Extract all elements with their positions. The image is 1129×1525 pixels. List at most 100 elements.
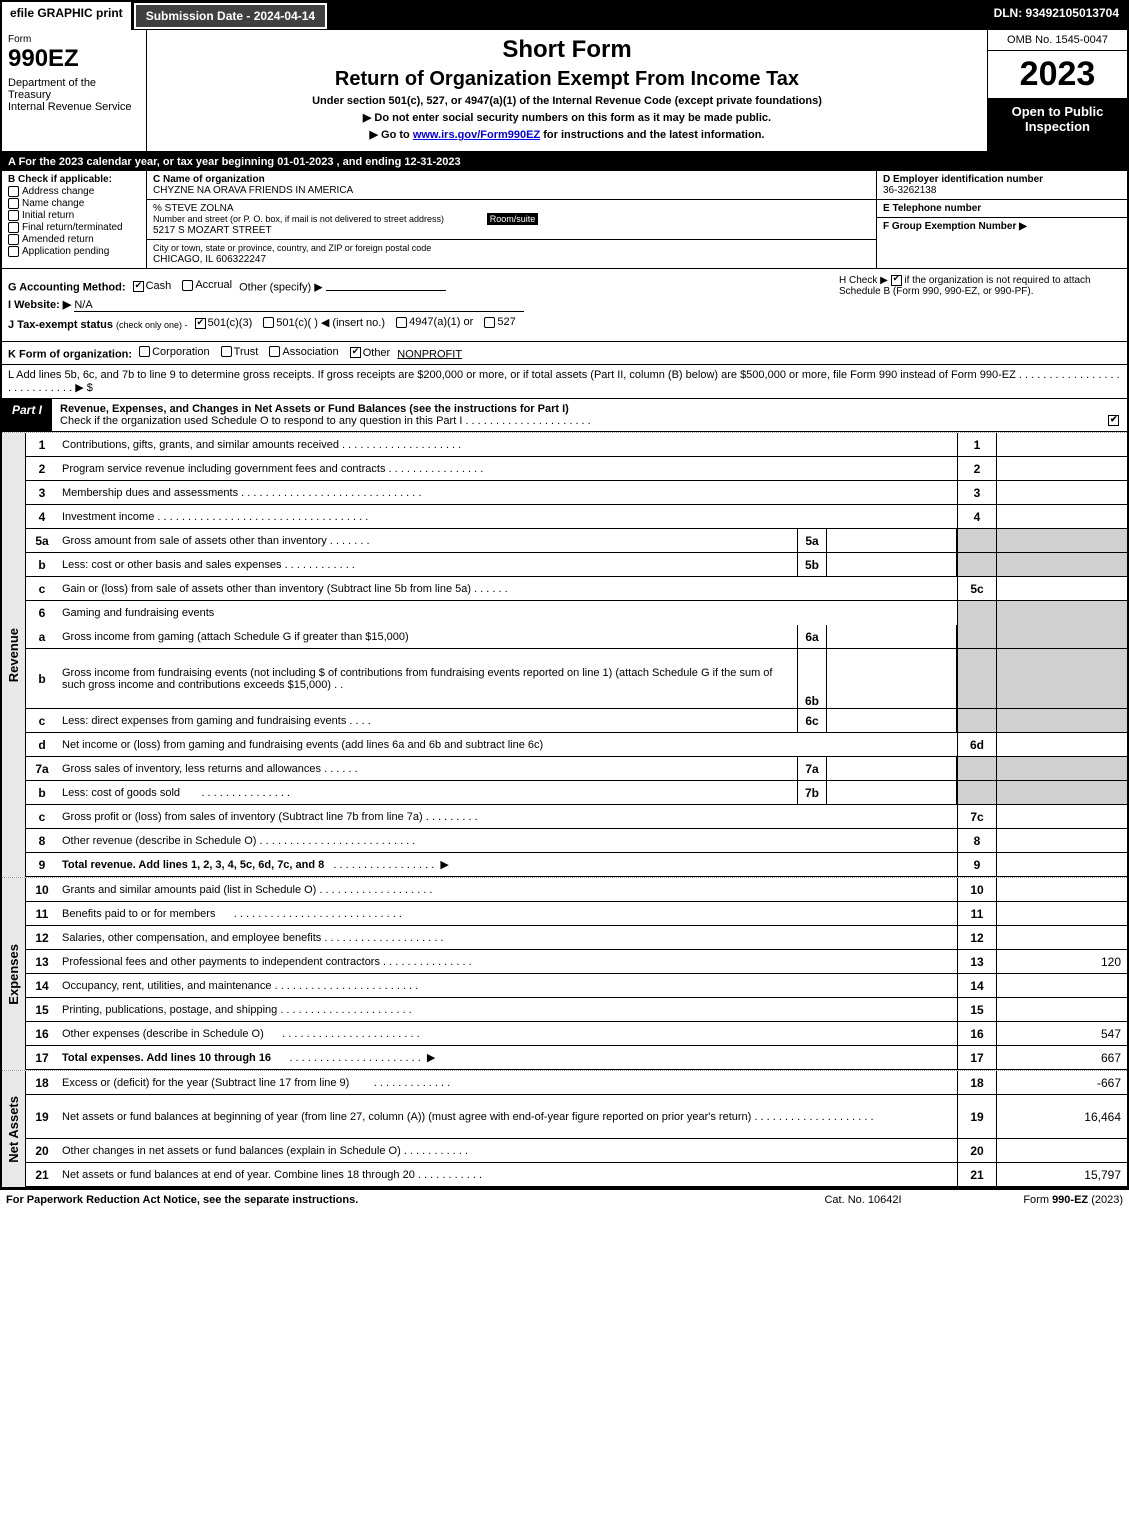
section-a-bar: A For the 2023 calendar year, or tax yea… (2, 153, 1127, 171)
c-care-of: % STEVE ZOLNA (153, 203, 234, 214)
note-link: ▶ Go to www.irs.gov/Form990EZ for instru… (153, 128, 981, 141)
d-label: D Employer identification number (883, 174, 1043, 185)
cb-final-return[interactable]: Final return/terminated (8, 222, 140, 233)
line-11: 11Benefits paid to or for members . . . … (26, 902, 1127, 926)
form-label: Form (8, 34, 140, 45)
line-7b: bLess: cost of goods sold . . . . . . . … (26, 781, 1127, 805)
header: Form 990EZ Department of the TreasuryInt… (2, 30, 1127, 153)
cb-501c3[interactable]: 501(c)(3) (195, 317, 253, 329)
room-label: Room/suite (487, 213, 539, 225)
b-label: B Check if applicable: (8, 174, 140, 185)
netassets-section: Net Assets 18Excess or (deficit) for the… (2, 1070, 1127, 1187)
line-7a: 7aGross sales of inventory, less returns… (26, 757, 1127, 781)
amt-16: 547 (997, 1022, 1127, 1045)
revenue-rows: 1Contributions, gifts, grants, and simil… (26, 433, 1127, 877)
cb-501c[interactable]: 501(c)( ) ◀ (insert no.) (263, 316, 385, 329)
cb-4947[interactable]: 4947(a)(1) or (396, 316, 473, 328)
c-street-label: Number and street (or P. O. box, if mail… (153, 214, 444, 224)
c-street: 5217 S MOZART STREET (153, 225, 272, 236)
cb-527[interactable]: 527 (484, 316, 515, 328)
cb-address-change[interactable]: Address change (8, 186, 140, 197)
amt-18: -667 (997, 1071, 1127, 1094)
cb-initial-return[interactable]: Initial return (8, 210, 140, 221)
inspection-banner: Open to Public Inspection (988, 98, 1127, 151)
line-6c: cLess: direct expenses from gaming and f… (26, 709, 1127, 733)
amt-13: 120 (997, 950, 1127, 973)
line-6: 6Gaming and fundraising events (26, 601, 1127, 625)
d-cell: D Employer identification number 36-3262… (877, 171, 1127, 200)
cb-schedule-o[interactable] (1108, 415, 1119, 426)
c-city-label: City or town, state or province, country… (153, 243, 431, 253)
c-street-row: % STEVE ZOLNA Number and street (or P. O… (147, 200, 876, 240)
k-row: K Form of organization: Corporation Trus… (2, 341, 1127, 365)
cb-amended[interactable]: Amended return (8, 234, 140, 245)
title-short-form: Short Form (153, 36, 981, 64)
dept-text: Department of the TreasuryInternal Reven… (8, 77, 140, 113)
col-b: B Check if applicable: Address change Na… (2, 171, 147, 268)
footer-right: Form 990-EZ (2023) (963, 1194, 1123, 1206)
submission-date: Submission Date - 2024-04-14 (134, 3, 327, 29)
cb-schedule-b[interactable] (891, 275, 902, 286)
k-label: K Form of organization: (8, 348, 132, 360)
line-12: 12Salaries, other compensation, and empl… (26, 926, 1127, 950)
cb-trust[interactable]: Trust (221, 346, 259, 358)
line-18: 18Excess or (deficit) for the year (Subt… (26, 1071, 1127, 1095)
dln: DLN: 93492105013704 (986, 2, 1127, 30)
c-name-row: C Name of organization CHYZNE NA ORAVA F… (147, 171, 876, 200)
g-row: G Accounting Method: Cash Accrual Other … (8, 279, 831, 294)
bcdef-row: B Check if applicable: Address change Na… (2, 171, 1127, 269)
revenue-label: Revenue (2, 433, 26, 877)
expenses-section: Expenses 10Grants and similar amounts pa… (2, 877, 1127, 1070)
col-def: D Employer identification number 36-3262… (877, 171, 1127, 268)
cb-accrual[interactable]: Accrual (182, 279, 232, 291)
e-cell: E Telephone number (877, 200, 1127, 218)
omb-number: OMB No. 1545-0047 (988, 30, 1127, 51)
line-10: 10Grants and similar amounts paid (list … (26, 878, 1127, 902)
efile-label: efile GRAPHIC print (2, 2, 133, 30)
col-c: C Name of organization CHYZNE NA ORAVA F… (147, 171, 877, 268)
header-center: Short Form Return of Organization Exempt… (147, 30, 987, 151)
line-13: 13Professional fees and other payments t… (26, 950, 1127, 974)
note-ssn: ▶ Do not enter social security numbers o… (153, 111, 981, 124)
form-number: 990EZ (8, 45, 140, 73)
irs-link[interactable]: www.irs.gov/Form990EZ (413, 129, 540, 141)
line-4: 4Investment income . . . . . . . . . . .… (26, 505, 1127, 529)
cb-cash[interactable]: Cash (133, 280, 172, 292)
amt-19: 16,464 (997, 1095, 1127, 1138)
line-5a: 5aGross amount from sale of assets other… (26, 529, 1127, 553)
cb-assoc[interactable]: Association (269, 346, 338, 358)
amt-17: 667 (997, 1046, 1127, 1069)
cb-corp[interactable]: Corporation (139, 346, 209, 358)
line-1: 1Contributions, gifts, grants, and simil… (26, 433, 1127, 457)
cb-other-org[interactable]: Other (350, 347, 391, 359)
e-label: E Telephone number (883, 203, 981, 214)
l-row: L Add lines 5b, 6c, and 7b to line 9 to … (2, 364, 1127, 398)
c-city-row: City or town, state or province, country… (147, 240, 876, 268)
h-cell: H Check ▶ if the organization is not req… (831, 275, 1121, 335)
line-6a: aGross income from gaming (attach Schedu… (26, 625, 1127, 649)
line-8: 8Other revenue (describe in Schedule O) … (26, 829, 1127, 853)
header-right: OMB No. 1545-0047 2023 Open to Public In… (987, 30, 1127, 151)
revenue-section: Revenue 1Contributions, gifts, grants, a… (2, 432, 1127, 877)
d-value: 36-3262138 (883, 185, 936, 196)
footer-left: For Paperwork Reduction Act Notice, see … (6, 1194, 763, 1206)
cb-name-change[interactable]: Name change (8, 198, 140, 209)
line-9: 9Total revenue. Add lines 1, 2, 3, 4, 5c… (26, 853, 1127, 877)
header-left: Form 990EZ Department of the TreasuryInt… (2, 30, 147, 151)
title-return: Return of Organization Exempt From Incom… (153, 68, 981, 91)
line-20: 20Other changes in net assets or fund ba… (26, 1139, 1127, 1163)
expenses-rows: 10Grants and similar amounts paid (list … (26, 878, 1127, 1070)
part1-header: Part I Revenue, Expenses, and Changes in… (2, 398, 1127, 432)
ghij-left: G Accounting Method: Cash Accrual Other … (8, 275, 831, 335)
g-label: G Accounting Method: (8, 282, 126, 294)
g-other-input[interactable] (326, 290, 446, 291)
line-6d: dNet income or (loss) from gaming and fu… (26, 733, 1127, 757)
line-19: 19Net assets or fund balances at beginni… (26, 1095, 1127, 1139)
j-row: J Tax-exempt status (check only one) - 5… (8, 316, 831, 331)
expenses-label: Expenses (2, 878, 26, 1070)
c-name-label: C Name of organization (153, 174, 265, 185)
form-container: efile GRAPHIC print Submission Date - 20… (0, 0, 1129, 1189)
cb-pending[interactable]: Application pending (8, 246, 140, 257)
tax-year: 2023 (988, 51, 1127, 98)
line-14: 14Occupancy, rent, utilities, and mainte… (26, 974, 1127, 998)
